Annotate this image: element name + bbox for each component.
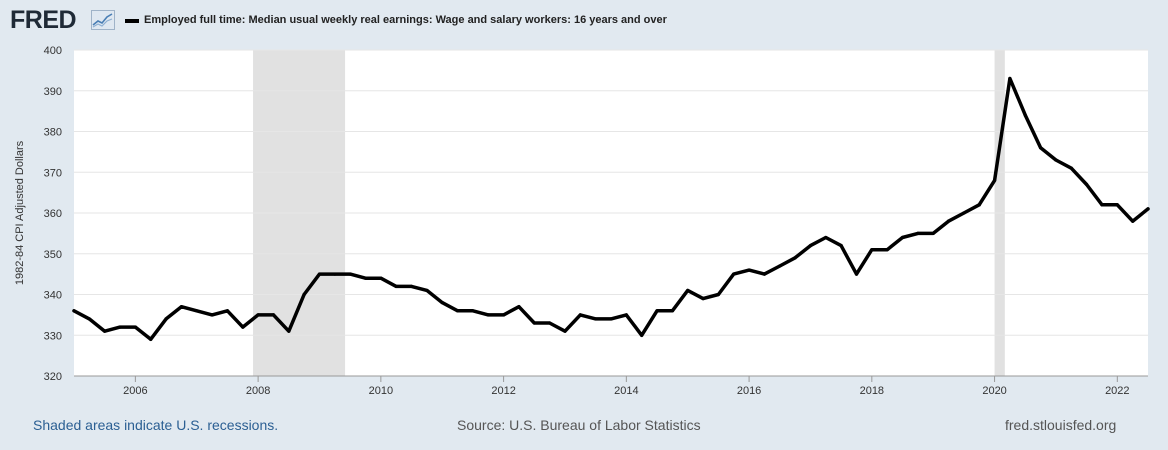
source-text: Source: U.S. Bureau of Labor Statistics [457,417,701,433]
data-point [1054,158,1058,162]
data-point [1085,182,1089,187]
data-point [1023,113,1027,117]
data-point [655,309,659,313]
data-point [670,309,674,313]
data-point [532,321,536,325]
data-point [548,321,552,325]
data-point [916,231,920,235]
data-point [425,288,429,293]
y-tick-label: 350 [44,249,62,261]
data-point [870,248,874,252]
data-point [87,317,91,321]
x-tick-label: 2022 [1105,385,1129,397]
x-tick-label: 2016 [737,385,761,397]
data-point [1100,203,1104,207]
data-point [179,305,183,309]
data-point [164,317,168,321]
data-point [502,313,506,317]
data-point [686,288,690,293]
data-point [379,276,383,280]
data-point [962,211,966,215]
data-point [824,235,828,240]
data-point [455,309,460,313]
y-tick-label: 340 [44,290,62,302]
data-point [241,325,245,329]
fred-logo[interactable]: FRED [10,6,77,34]
data-point [103,329,107,333]
data-point [317,272,322,276]
data-point [302,292,306,297]
data-point [333,272,337,276]
data-point [900,235,905,240]
data-point [210,313,214,317]
y-tick-label: 380 [44,127,62,139]
data-point [701,296,705,301]
y-tick-label: 400 [44,45,62,57]
y-tick-label: 320 [44,371,62,383]
data-point [1039,146,1043,150]
data-point [271,313,276,317]
legend-label: Employed full time: Median usual weekly … [144,14,667,26]
data-point [1131,219,1135,223]
data-point [946,219,951,223]
x-tick-label: 2008 [246,385,270,397]
data-point [839,244,843,248]
data-point [609,317,613,321]
data-point [594,317,598,321]
data-point [409,284,414,288]
chart-header: FRED Employed full time: Median usual we… [10,6,1160,34]
data-point [440,301,444,305]
data-point [118,325,122,329]
x-tick-label: 2014 [614,385,638,397]
data-point [471,309,475,313]
data-point [716,292,721,297]
data-point [732,272,736,276]
data-point [256,313,260,317]
data-point [808,244,813,248]
data-point [640,333,644,337]
line-graph-icon [91,10,115,35]
data-point [578,313,582,317]
data-point [1008,76,1012,81]
data-point [1115,203,1119,207]
data-point [195,309,199,313]
y-tick-label: 390 [44,86,62,98]
y-axis-label: 1982-84 CPI Adjusted Dollars [14,140,26,285]
data-point [486,313,490,317]
data-point [149,337,153,341]
x-tick-label: 2012 [491,385,515,397]
data-point [885,248,889,252]
data-point [762,272,767,276]
y-tick-label: 370 [44,167,62,179]
x-tick-label: 2018 [860,385,884,397]
data-point [225,309,230,313]
data-point [72,309,76,313]
data-point [363,276,368,280]
data-point [992,178,997,182]
data-point [1069,166,1073,170]
data-point [747,268,751,272]
x-tick-label: 2006 [123,385,147,397]
x-tick-label: 2010 [369,385,393,397]
data-point [793,256,797,260]
data-point [394,284,398,288]
data-point [624,313,628,317]
data-point [517,305,521,309]
data-point [133,325,137,329]
data-point [287,329,291,333]
y-tick-label: 360 [44,208,62,220]
data-point [854,272,859,276]
legend-swatch [125,19,139,23]
data-point [1146,207,1150,211]
x-tick-label: 2020 [982,385,1006,397]
data-point [931,231,935,235]
data-point [977,203,981,207]
data-point [563,329,567,333]
data-point [778,264,782,268]
y-tick-label: 330 [44,330,62,342]
data-point [348,272,352,276]
recession-note-link[interactable]: Shaded areas indicate U.S. recessions. [33,417,279,433]
site-url[interactable]: fred.stlouisfed.org [1005,417,1117,433]
